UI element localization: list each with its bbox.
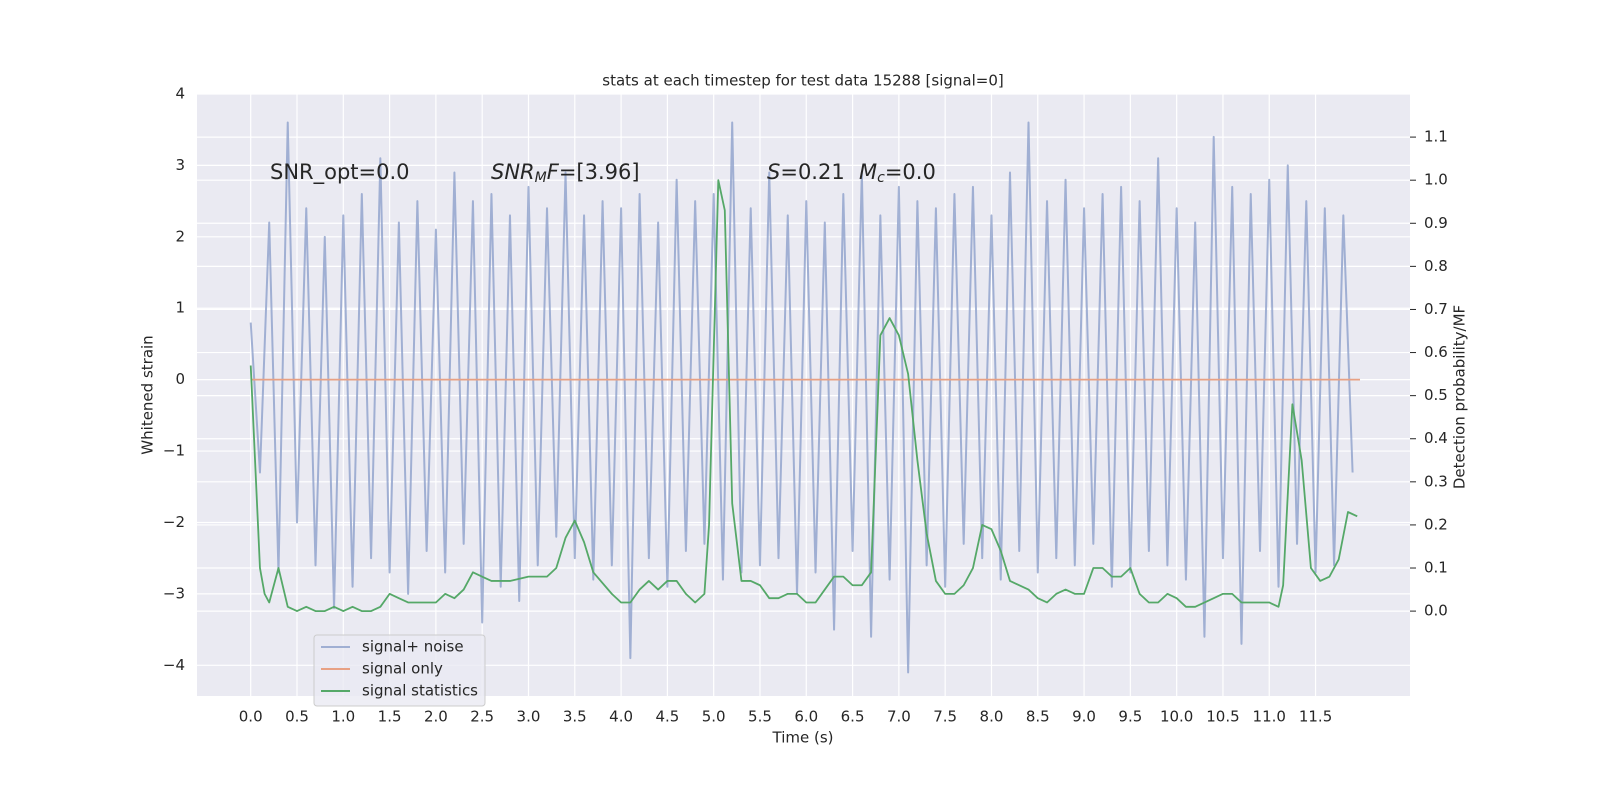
x-tick-label: 1.0 xyxy=(331,708,355,726)
series-line xyxy=(249,179,1358,613)
annotation-part: M xyxy=(535,170,547,186)
legend: signal+ noise signal only signal statistic… xyxy=(313,634,486,707)
annotation-part: =[3.96] xyxy=(559,160,640,184)
y2-tick-label: 0.6 xyxy=(1424,343,1448,361)
x-tick-label: 3.5 xyxy=(563,708,587,726)
annotations: SNR_opt=0.0 SNRMF=[3.96] S=0.21 Mc=0.0 xyxy=(270,160,936,186)
annotation-part: =0.21 xyxy=(780,160,844,184)
y-tick-label: 3 xyxy=(175,156,185,174)
y2-tick-label: 0.5 xyxy=(1424,386,1448,404)
y-tick-label: −4 xyxy=(163,656,185,674)
annotation-part: F xyxy=(547,160,560,184)
x-tick-label: 6.5 xyxy=(841,708,865,726)
y2-tick-label: 0.8 xyxy=(1424,257,1448,275)
x-tick-label: 0.0 xyxy=(239,708,263,726)
plot-lines xyxy=(249,121,1360,674)
y2-tick-label: 0.1 xyxy=(1424,559,1448,577)
x-axis-label: Time (s) xyxy=(772,729,834,747)
legend-label: signal only xyxy=(362,660,443,678)
y2-tick-label: 1.0 xyxy=(1424,171,1448,189)
x-tick-label: 5.0 xyxy=(702,708,726,726)
y-tick-label: 2 xyxy=(175,227,185,245)
y-tick-label: 1 xyxy=(175,299,185,317)
annotation-part: =0.0 xyxy=(885,160,936,184)
x-tick-label: 7.5 xyxy=(933,708,957,726)
legend-label: signal+ noise xyxy=(362,638,464,656)
x-tick-label: 2.5 xyxy=(470,708,494,726)
y2-tick-label: 1.1 xyxy=(1424,128,1448,146)
y2-tick-label: 0.9 xyxy=(1424,214,1448,232)
annotation: S=0.21 xyxy=(767,160,845,184)
y2-tick-label: 0.7 xyxy=(1424,300,1448,318)
x-tick-label: 7.0 xyxy=(887,708,911,726)
legend-label: signal statistics xyxy=(362,682,478,700)
y2-axis-label: Detection probability/MF xyxy=(1451,305,1469,489)
y-tick-label: 0 xyxy=(175,370,185,388)
grid xyxy=(197,93,1410,696)
series-line xyxy=(249,121,1354,674)
x-tick-label: 4.5 xyxy=(655,708,679,726)
x-tick-label: 10.0 xyxy=(1160,708,1193,726)
annotation-part: M xyxy=(859,160,877,184)
annotation-part: S xyxy=(767,160,780,184)
x-tick-label: 11.0 xyxy=(1253,708,1286,726)
x-tick-label: 9.0 xyxy=(1072,708,1096,726)
chart-title: stats at each timestep for test data 152… xyxy=(602,72,1003,90)
annotation-part: SNR xyxy=(491,160,535,184)
x-tick-label: 5.5 xyxy=(748,708,772,726)
plot-area xyxy=(197,94,1410,696)
x-tick-label: 8.5 xyxy=(1026,708,1050,726)
y2-tick-label: 0.0 xyxy=(1424,602,1448,620)
annotation: SNR_opt=0.0 xyxy=(270,160,410,185)
annotation: Mc=0.0 xyxy=(859,160,936,186)
annotation: SNRMF=[3.96] xyxy=(491,160,640,186)
y2-tick-label: 0.3 xyxy=(1424,472,1448,490)
annotation-part: SNR_opt=0.0 xyxy=(270,160,410,185)
x-tick-label: 9.5 xyxy=(1118,708,1142,726)
legend-box xyxy=(313,634,486,707)
x-tick-label: 1.5 xyxy=(378,708,402,726)
y2-tick-label: 0.2 xyxy=(1424,515,1448,533)
x-tick-label: 4.0 xyxy=(609,708,633,726)
y-tick-label: −1 xyxy=(163,442,185,460)
x-tick-label: 10.5 xyxy=(1206,708,1239,726)
x-tick-label: 0.5 xyxy=(285,708,309,726)
x-tick-label: 11.5 xyxy=(1299,708,1332,726)
x-tick-label: 8.0 xyxy=(980,708,1004,726)
y-tick-label: −2 xyxy=(163,513,185,531)
y2-tick-label: 0.4 xyxy=(1424,429,1448,447)
annotation-part: c xyxy=(877,170,885,186)
x-tick-label: 6.0 xyxy=(794,708,818,726)
axes: 0.0 0.5 1.0 1.5 2.0 2.5 3.0 3.5 4.0 4.5 5.0 5.5 6.0 6… xyxy=(163,85,1448,726)
y-tick-label: −3 xyxy=(163,584,185,602)
y-axis-label: Whitened strain xyxy=(139,335,157,454)
y-tick-label: 4 xyxy=(175,85,185,103)
x-tick-label: 3.0 xyxy=(517,708,541,726)
x-tick-label: 2.0 xyxy=(424,708,448,726)
